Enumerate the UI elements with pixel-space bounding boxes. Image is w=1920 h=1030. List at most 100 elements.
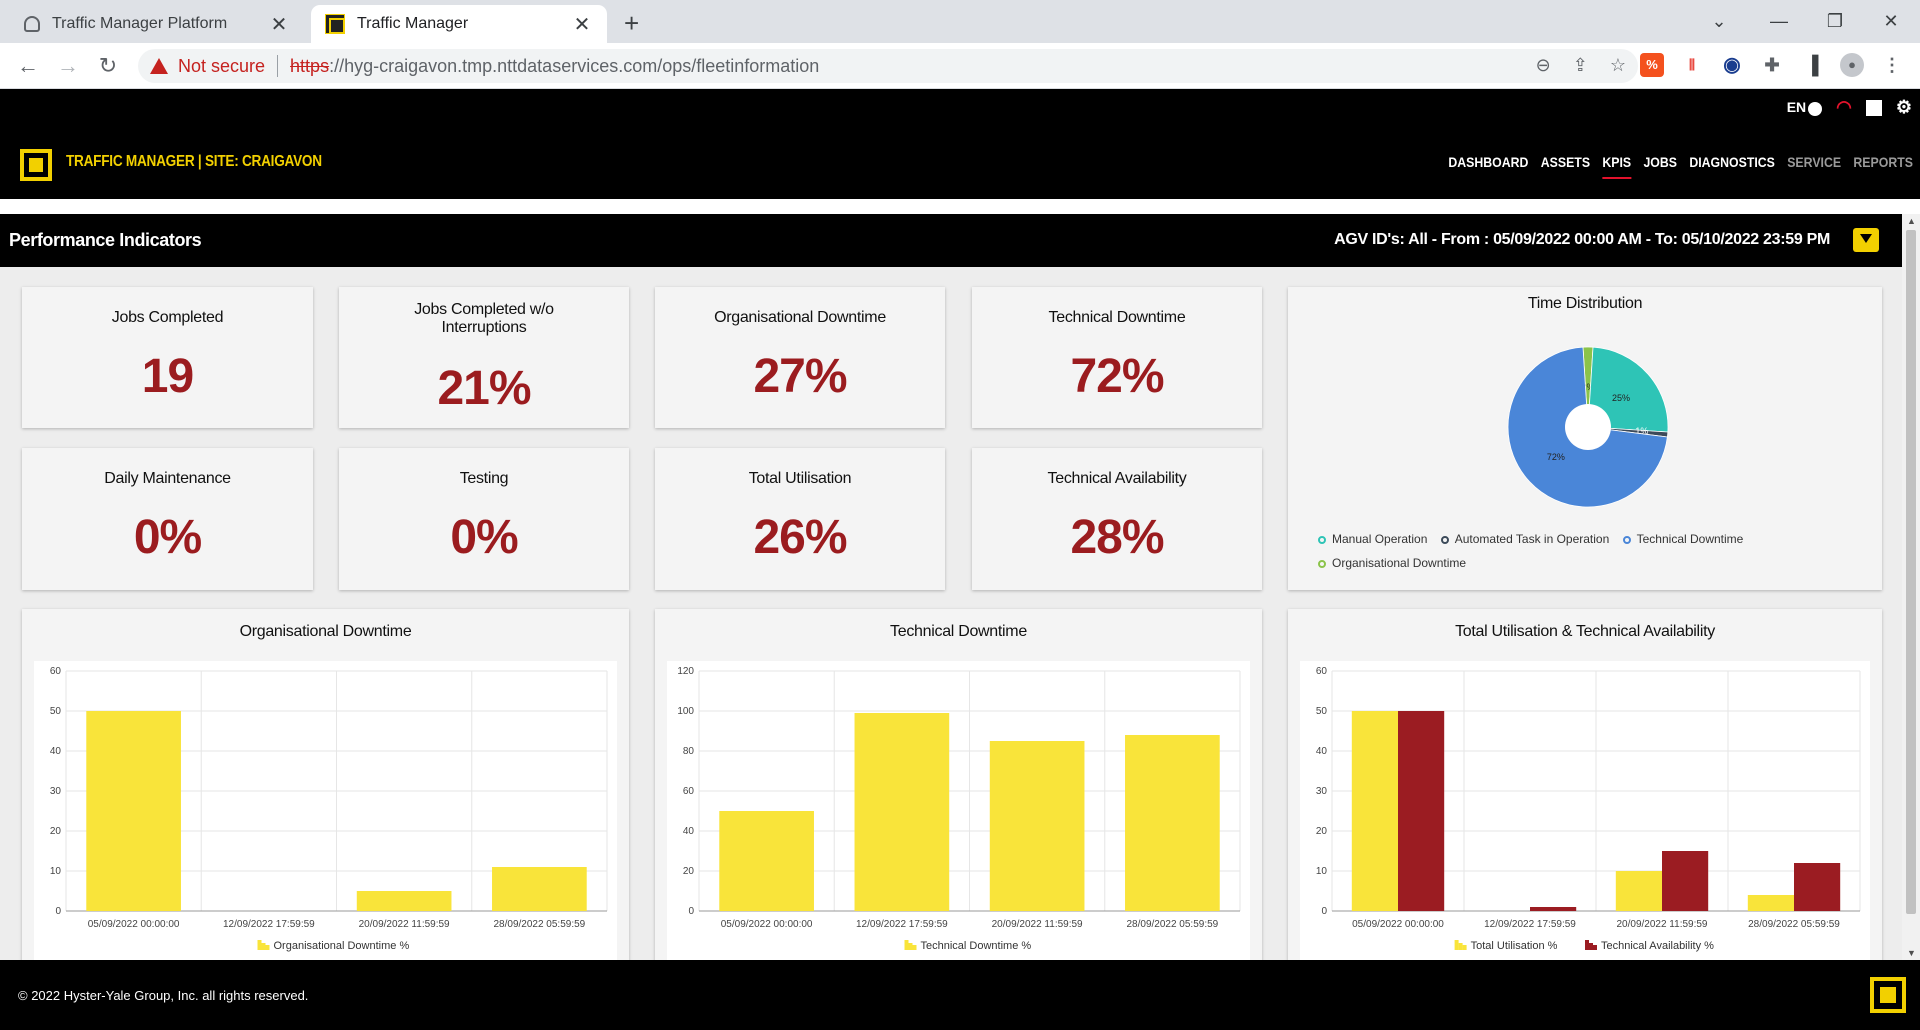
app-header: EN ◠ ⚙ TRAFFIC MANAGER | SITE: CRAIGAVON… (0, 89, 1920, 199)
legend-marker (1589, 943, 1593, 950)
scrollbar-thumb[interactable] (1906, 230, 1916, 914)
nav-service[interactable]: SERVICE (1787, 154, 1842, 170)
scroll-down-icon[interactable]: ▼ (1907, 948, 1916, 958)
legend-marker (908, 943, 913, 950)
page-scrollbar[interactable]: ▲ ▼ (1902, 214, 1920, 960)
browser-tab-platform[interactable]: Traffic Manager Platform ✕ (8, 5, 304, 43)
bar[interactable] (1351, 711, 1398, 911)
tab-search-chevron-icon[interactable]: ⌄ (1711, 11, 1727, 31)
legend-item-manual[interactable]: Manual Operation (1318, 532, 1427, 546)
nav-jobs[interactable]: JOBS (1643, 154, 1678, 170)
share-icon[interactable]: ⇪ (1572, 55, 1588, 75)
legend-marker (1440, 535, 1449, 544)
bar[interactable] (86, 711, 181, 911)
y-tick-label: 100 (677, 706, 694, 717)
bar[interactable] (1530, 907, 1577, 911)
gear-icon[interactable]: ⚙ (1895, 97, 1912, 117)
chart-title: Total Utilisation & Technical Availabili… (1455, 623, 1715, 640)
y-tick-label: 10 (50, 866, 62, 877)
pie-slice-label: 1% (1635, 426, 1648, 436)
bar[interactable] (492, 867, 587, 911)
side-panel-icon[interactable]: ▐ (1800, 53, 1824, 77)
legend-marker (1458, 943, 1463, 950)
address-bar-row: ← → ↻ Not secure https ://hyg-craigavon.… (0, 43, 1920, 89)
bar[interactable] (989, 741, 1085, 911)
pie-slice-label: 72% (1547, 452, 1565, 462)
nav-reports[interactable]: REPORTS (1853, 154, 1913, 170)
y-tick-label: 20 (1316, 826, 1328, 837)
browser-tab-traffic-manager[interactable]: Traffic Manager ✕ (311, 5, 607, 43)
profile-avatar-icon[interactable]: ● (1840, 53, 1864, 77)
utilisation-availability-bar-chart: 0 10 20 30 40 50 60 05/09/2022 00:00:00 12/09/20… (1300, 661, 1870, 960)
legend-label[interactable]: Technical Downtime % (921, 940, 1032, 952)
y-tick-label: 30 (50, 786, 62, 797)
window-close-button[interactable]: ✕ (1883, 11, 1899, 31)
nav-dashboard[interactable]: DASHBOARD (1448, 154, 1529, 170)
nav-diagnostics[interactable]: DIAGNOSTICS (1689, 154, 1775, 170)
minimize-button[interactable]: — (1770, 11, 1788, 31)
bar[interactable] (1747, 895, 1794, 911)
url-text: ://hyg-craigavon.tmp.nttdataservices.com… (329, 55, 820, 76)
bar[interactable] (1398, 711, 1445, 911)
legend-marker (261, 943, 266, 950)
pie-slice[interactable] (1587, 346, 1669, 433)
legend-label[interactable]: Technical Availability % (1601, 940, 1714, 952)
restore-button[interactable]: ❐ (1826, 11, 1844, 31)
puzzle-icon[interactable]: ✚ (1760, 53, 1784, 77)
y-tick-label: 40 (683, 826, 695, 837)
extension-icon-chart[interactable]: ⫼ (1680, 53, 1704, 77)
scroll-up-icon[interactable]: ▲ (1907, 216, 1916, 226)
filter-icon[interactable] (1853, 228, 1879, 252)
x-tick-label: 12/09/2022 17:59:59 (856, 919, 948, 930)
forward-arrow-icon[interactable]: → (57, 53, 79, 78)
bar[interactable] (356, 891, 452, 911)
legend-item-automated[interactable]: Automated Task in Operation (1440, 532, 1609, 546)
reload-icon[interactable]: ↻ (98, 53, 118, 78)
chart-title: Organisational Downtime (239, 623, 412, 640)
language-selector[interactable]: EN (1787, 99, 1823, 116)
bar[interactable] (1125, 735, 1220, 911)
y-tick-label: 60 (683, 786, 695, 797)
kpi-card-tech-availability: Technical Availability 28% (972, 448, 1262, 590)
kpi-label: Organisational Downtime (714, 309, 886, 326)
legend-label[interactable]: Total Utilisation % (1471, 940, 1558, 952)
legend-marker (904, 940, 909, 950)
tab-title: Traffic Manager (357, 15, 469, 32)
url-field[interactable]: Not secure https ://hyg-craigavon.tmp.nt… (138, 49, 1638, 83)
new-tab-button[interactable]: + (624, 8, 640, 38)
legend-marker (1318, 559, 1326, 568)
x-tick-label: 05/09/2022 00:00:00 (1352, 919, 1444, 930)
page-title-bar: Performance Indicators AGV ID's: All - F… (0, 214, 1902, 267)
x-tick-label: 28/09/2022 05:59:59 (1748, 919, 1840, 930)
legend-item-tech-downtime[interactable]: Technical Downtime (1622, 532, 1743, 546)
close-icon[interactable]: ✕ (270, 13, 288, 36)
bar[interactable] (1794, 863, 1841, 911)
x-tick-label: 12/09/2022 17:59:59 (1484, 919, 1576, 930)
back-arrow-icon[interactable]: ← (17, 53, 39, 78)
zoom-icon[interactable]: ⊖ (1535, 55, 1551, 75)
bar[interactable] (719, 811, 814, 911)
not-secure-label: Not secure (178, 55, 266, 76)
time-distribution-card: Time Distribution 2% 25% 1% 72% Manual Oper… (1288, 287, 1882, 590)
y-tick-label: 40 (1316, 746, 1328, 757)
y-tick-label: 80 (683, 746, 695, 757)
legend-item-org-downtime[interactable]: Organisational Downtime (1318, 556, 1466, 570)
close-icon[interactable]: ✕ (573, 13, 591, 36)
y-tick-label: 60 (1316, 666, 1328, 677)
extension-icon-circle[interactable]: ◉ (1720, 53, 1744, 77)
nav-kpis[interactable]: KPIS (1602, 154, 1632, 179)
kpi-card-jobs-completed: Jobs Completed 19 (22, 287, 313, 428)
pie-slice-label: 2% (1581, 382, 1594, 392)
footer: © 2022 Hyster-Yale Group, Inc. all right… (0, 960, 1920, 1030)
bar[interactable] (1615, 871, 1662, 911)
nav-assets[interactable]: ASSETS (1540, 154, 1591, 170)
menu-dots-icon[interactable]: ⋮ (1880, 53, 1904, 77)
fullscreen-icon[interactable] (1865, 99, 1882, 116)
bookmark-star-icon[interactable]: ☆ (1609, 55, 1626, 75)
bar[interactable] (1662, 851, 1709, 911)
tech-downtime-chart-card: Technical Downtime 0 20 40 60 80 100 120 05/09/… (655, 609, 1262, 960)
bar[interactable] (854, 713, 950, 911)
browser-tabstrip: Traffic Manager Platform ✕ Traffic Manag… (0, 0, 1920, 43)
legend-label[interactable]: Organisational Downtime % (274, 940, 410, 952)
extension-icon-orange[interactable]: % (1640, 53, 1664, 77)
